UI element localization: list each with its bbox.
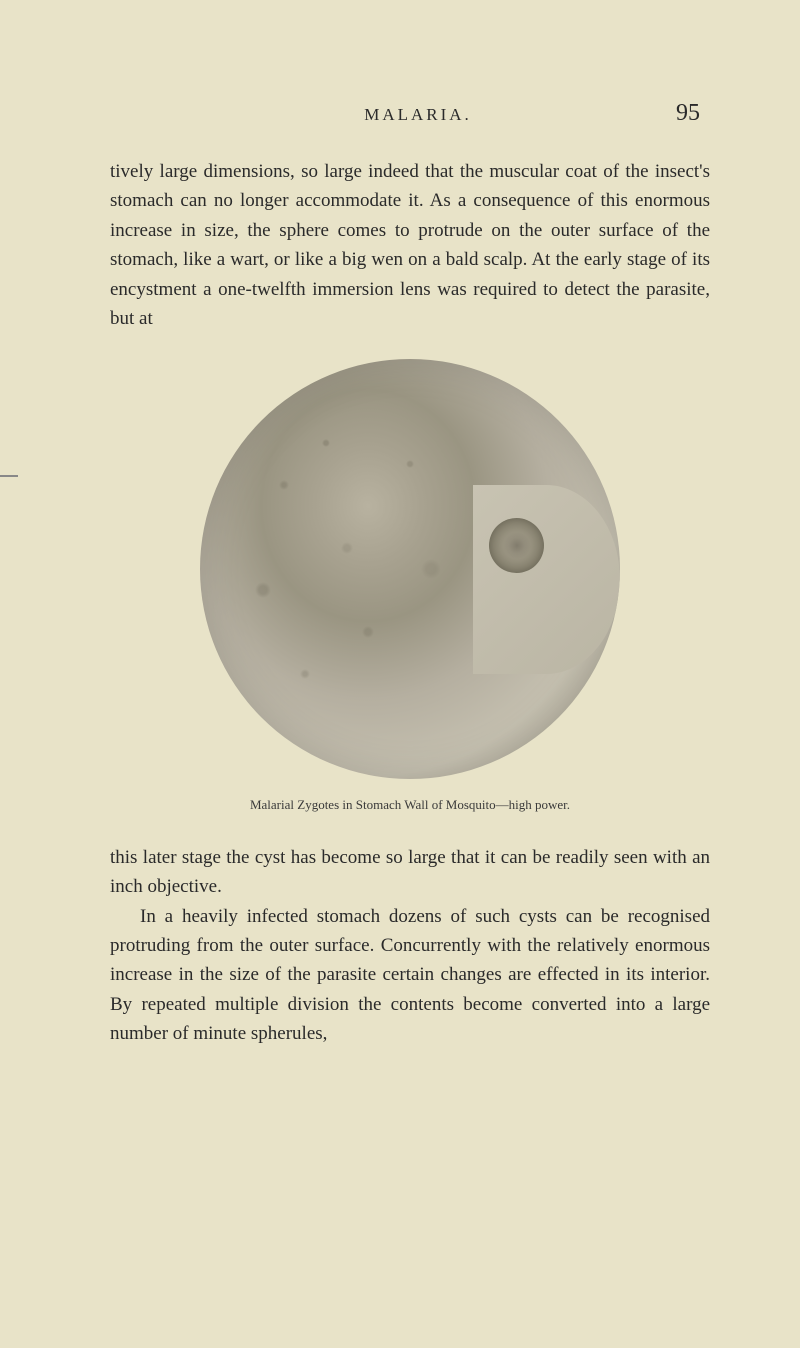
paragraph-bottom-1: this later stage the cyst has become so … (110, 843, 710, 902)
running-title: MALARIA. (160, 105, 676, 125)
figure-caption: Malarial Zygotes in Stomach Wall of Mosq… (250, 797, 570, 813)
page-content: MALARIA. 95 tively large dimensions, so … (0, 0, 800, 1348)
margin-mark (0, 475, 18, 477)
paragraph-bottom-2: In a heavily infected stomach dozens of … (110, 902, 710, 1049)
image-texture (200, 359, 620, 779)
microscope-image (200, 359, 620, 779)
paragraph-top: tively large dimensions, so large indeed… (110, 157, 710, 334)
page-header: MALARIA. 95 (110, 100, 710, 127)
page-number: 95 (676, 100, 700, 127)
figure: Malarial Zygotes in Stomach Wall of Mosq… (110, 359, 710, 813)
